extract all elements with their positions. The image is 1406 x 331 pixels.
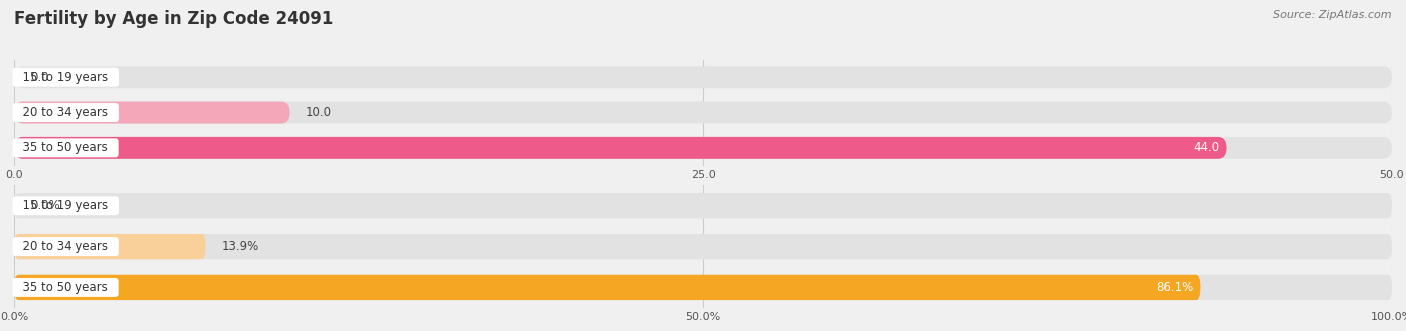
FancyBboxPatch shape: [14, 102, 1392, 123]
FancyBboxPatch shape: [14, 66, 1392, 88]
Text: 10.0: 10.0: [307, 106, 332, 119]
FancyBboxPatch shape: [14, 102, 290, 123]
Text: 15 to 19 years: 15 to 19 years: [15, 199, 117, 212]
Text: 0.0: 0.0: [31, 71, 49, 84]
Text: 20 to 34 years: 20 to 34 years: [15, 240, 115, 253]
Text: 15 to 19 years: 15 to 19 years: [15, 71, 117, 84]
FancyBboxPatch shape: [14, 193, 1392, 218]
Text: Source: ZipAtlas.com: Source: ZipAtlas.com: [1274, 10, 1392, 20]
FancyBboxPatch shape: [14, 137, 1392, 159]
Text: 0.0%: 0.0%: [31, 199, 60, 212]
Text: 35 to 50 years: 35 to 50 years: [15, 281, 115, 294]
FancyBboxPatch shape: [14, 275, 1392, 300]
Text: 44.0: 44.0: [1194, 141, 1220, 154]
FancyBboxPatch shape: [14, 234, 1392, 259]
Text: 86.1%: 86.1%: [1156, 281, 1194, 294]
FancyBboxPatch shape: [14, 234, 205, 259]
Text: 20 to 34 years: 20 to 34 years: [15, 106, 115, 119]
Text: 35 to 50 years: 35 to 50 years: [15, 141, 115, 154]
FancyBboxPatch shape: [14, 137, 1226, 159]
Text: Fertility by Age in Zip Code 24091: Fertility by Age in Zip Code 24091: [14, 10, 333, 28]
Text: 13.9%: 13.9%: [222, 240, 259, 253]
FancyBboxPatch shape: [14, 275, 1201, 300]
